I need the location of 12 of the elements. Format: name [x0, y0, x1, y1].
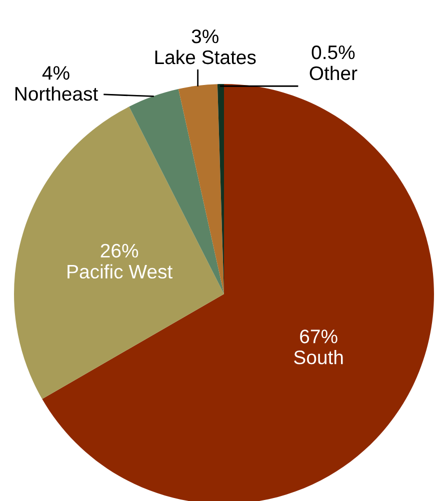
- data-label: 3%: [192, 29, 218, 44]
- data-label: 67%: [300, 330, 338, 344]
- slice-label: South: [294, 350, 343, 364]
- data-label: 26%: [100, 244, 138, 258]
- pie-slice: [14, 106, 224, 399]
- data-label: 4%: [42, 66, 70, 80]
- slice-label: Lake States: [155, 50, 256, 64]
- slice-label: Northeast: [15, 86, 98, 101]
- data-label: 0.5%: [312, 45, 355, 60]
- slice-label: Pacific West: [68, 264, 172, 279]
- pie-slice: [178, 84, 224, 294]
- slice-label: Other: [310, 66, 358, 80]
